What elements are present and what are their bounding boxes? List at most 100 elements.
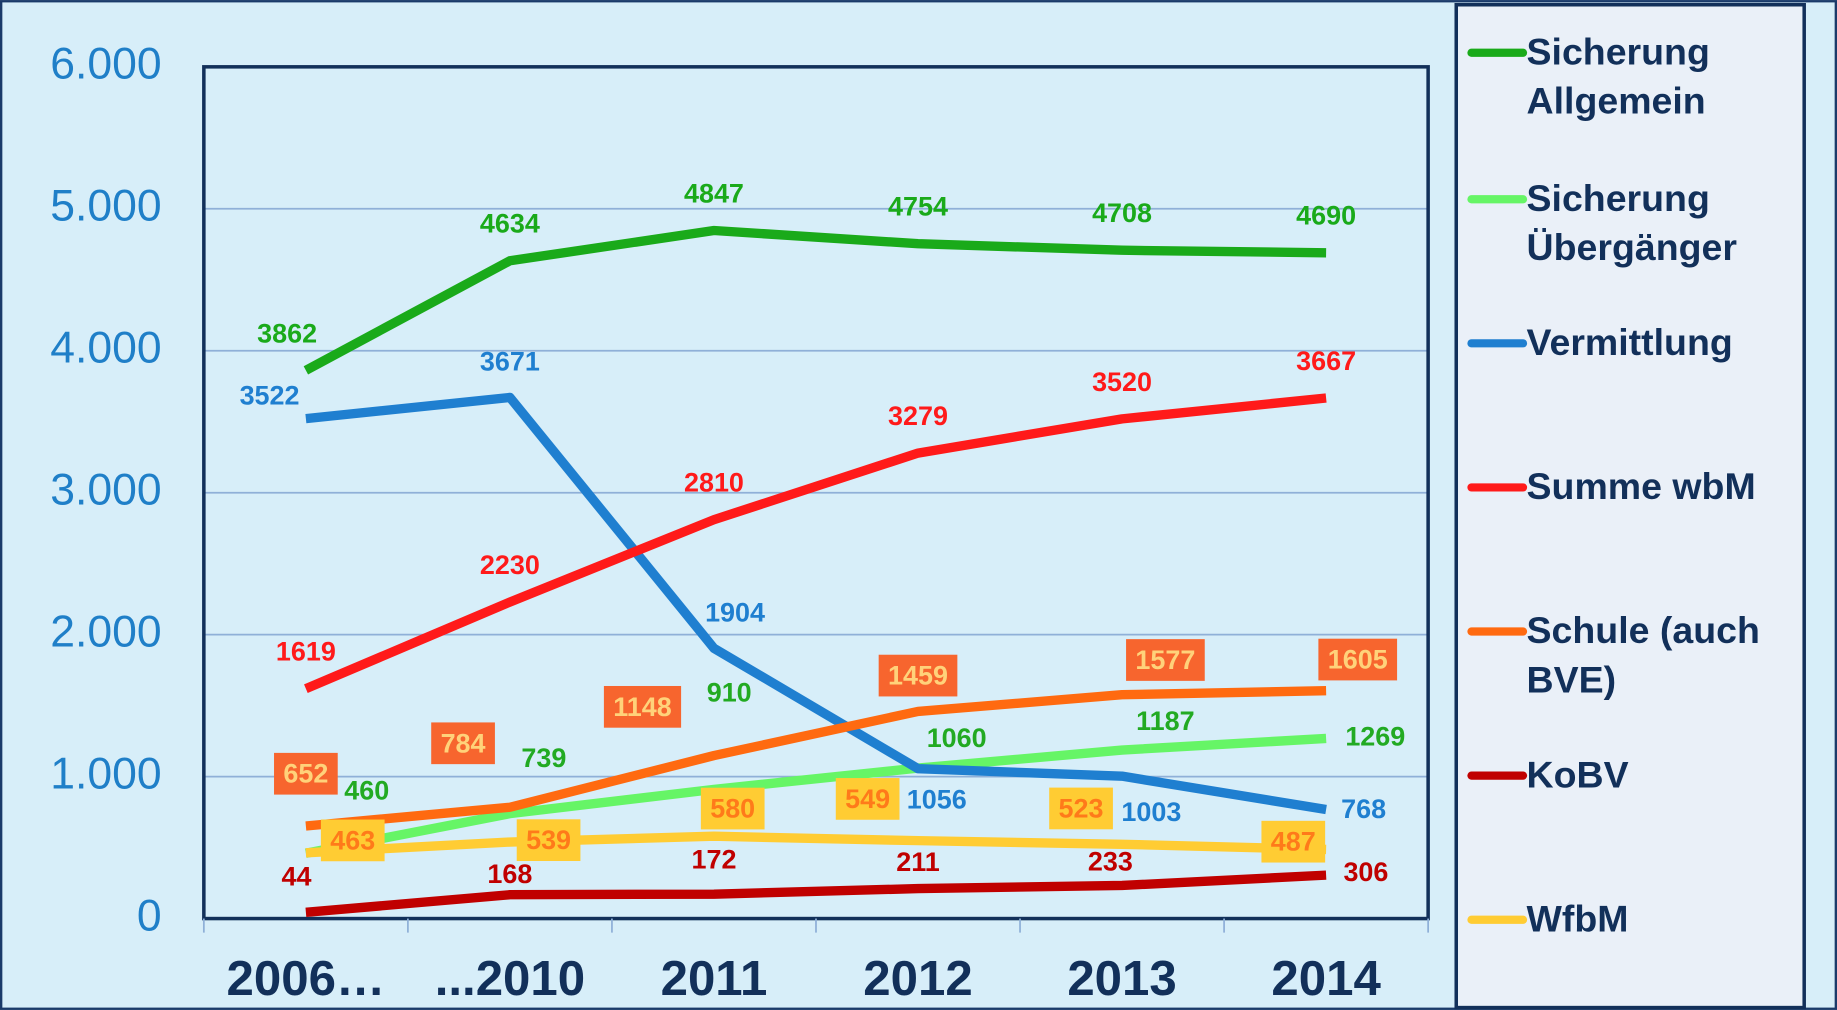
y-tick-label: 2.000: [50, 607, 161, 656]
legend-item: Sicherung Allgemein: [1526, 30, 1710, 122]
y-tick-label: 5.000: [50, 182, 161, 231]
data-label: 1459: [888, 661, 948, 691]
data-label: 4754: [888, 192, 948, 222]
data-label-box: [320, 819, 385, 862]
data-label-group: 739: [521, 743, 566, 773]
data-label: 3520: [1092, 367, 1152, 397]
data-label-group: 784: [431, 722, 495, 765]
data-label: 2230: [480, 550, 540, 580]
data-label: 4634: [480, 209, 540, 239]
data-label-group: 3522: [240, 381, 300, 411]
data-label: 463: [330, 825, 375, 855]
data-label: 233: [1088, 846, 1133, 876]
x-tick-label: 2011: [661, 951, 768, 1006]
data-label-group: 460: [344, 775, 389, 805]
legend-item: Summe wbM: [1526, 465, 1756, 508]
data-label-group: 1003: [1121, 797, 1181, 827]
series-line: [303, 225, 1327, 375]
data-label-group: 1056: [907, 785, 967, 815]
series-line: [305, 831, 1327, 858]
data-label: 4690: [1296, 201, 1356, 231]
legend-item: WfbM: [1526, 897, 1629, 940]
legend-item: Sicherung Übergänger: [1527, 177, 1737, 268]
data-label-box: [1318, 638, 1398, 681]
data-label-group: 168: [487, 859, 532, 889]
series-line: [304, 733, 1327, 858]
data-label-group: 1459: [878, 654, 958, 697]
y-tick-label: 6.000: [50, 40, 161, 89]
data-label-box: [431, 722, 495, 765]
x-tick-label: ...2010: [435, 951, 585, 1006]
data-label-group: 3667: [1296, 346, 1356, 376]
data-label-group: 306: [1343, 857, 1388, 887]
data-label: 652: [283, 759, 328, 789]
data-label: 580: [710, 794, 755, 824]
data-label-group: 1187: [1136, 706, 1194, 736]
data-label: 1605: [1328, 645, 1388, 675]
y-tick-label: 0: [137, 891, 162, 940]
data-label-group: 1060: [927, 723, 987, 753]
data-label: 3279: [888, 401, 948, 431]
data-label: 1619: [276, 637, 336, 667]
data-label-group: 2810: [684, 468, 744, 498]
data-label-group: 4847: [684, 178, 744, 208]
data-label: 1003: [1121, 797, 1181, 827]
data-label-group: 3671: [480, 347, 540, 377]
data-label-group: 4690: [1296, 201, 1356, 231]
x-tick-label: 2013: [1067, 951, 1176, 1006]
y-tick-label: 4.000: [50, 323, 161, 372]
data-label-box: [1049, 787, 1113, 830]
legend-label: WfbM: [1526, 897, 1629, 940]
data-label-group: 4634: [480, 209, 540, 239]
data-label: 1060: [927, 723, 987, 753]
data-label: 768: [1341, 794, 1386, 824]
data-label: 784: [441, 728, 486, 758]
data-label: 168: [487, 859, 532, 889]
data-label: 1904: [705, 597, 765, 627]
legend-panel: [1454, 2, 1806, 1010]
series-line: [305, 686, 1327, 831]
y-tick-label: 3.000: [50, 465, 161, 514]
data-label: 549: [845, 784, 890, 814]
data-label-group: 463: [320, 819, 385, 862]
data-label-group: 523: [1049, 787, 1113, 830]
data-label-group: 44: [282, 861, 312, 891]
data-label: 2810: [684, 468, 744, 498]
legend-label: Sicherung Allgemein: [1526, 30, 1710, 122]
legend-label: Summe wbM: [1526, 465, 1756, 508]
data-label-group: 539: [516, 819, 581, 862]
data-label-group: 172: [691, 844, 736, 874]
data-label: 1056: [907, 785, 967, 815]
data-label: 910: [707, 678, 752, 708]
data-label-group: 580: [700, 787, 765, 830]
data-label-group: 1577: [1126, 639, 1205, 681]
data-label: 460: [344, 775, 389, 805]
data-label: 211: [896, 847, 939, 877]
data-label-group: 3862: [257, 318, 317, 348]
data-label-group: 1148: [603, 685, 682, 728]
data-label: 1269: [1345, 722, 1405, 752]
data-label-box: [274, 752, 338, 795]
x-tick-label: 2014: [1271, 951, 1381, 1006]
data-label: 172: [691, 844, 736, 874]
data-label: 1577: [1135, 645, 1195, 675]
data-label: 3522: [240, 381, 300, 411]
data-label-box: [1126, 639, 1205, 681]
data-label: 487: [1271, 827, 1316, 857]
data-label-group: 1619: [276, 637, 336, 667]
data-label-group: 1269: [1345, 722, 1405, 752]
data-label: 523: [1059, 793, 1104, 823]
legend-label: Vermittlung: [1526, 321, 1733, 364]
data-label-group: 549: [835, 778, 900, 820]
legend-item: KoBV: [1527, 753, 1629, 795]
legend-item: Schule (auch BVE): [1526, 609, 1760, 701]
legend-label: Schule (auch BVE): [1526, 609, 1760, 701]
data-label-group: 652: [274, 752, 338, 795]
data-label-box: [835, 778, 900, 820]
data-label-group: 4754: [888, 192, 948, 222]
legend-item: Vermittlung: [1526, 321, 1733, 364]
data-label-box: [603, 685, 682, 728]
